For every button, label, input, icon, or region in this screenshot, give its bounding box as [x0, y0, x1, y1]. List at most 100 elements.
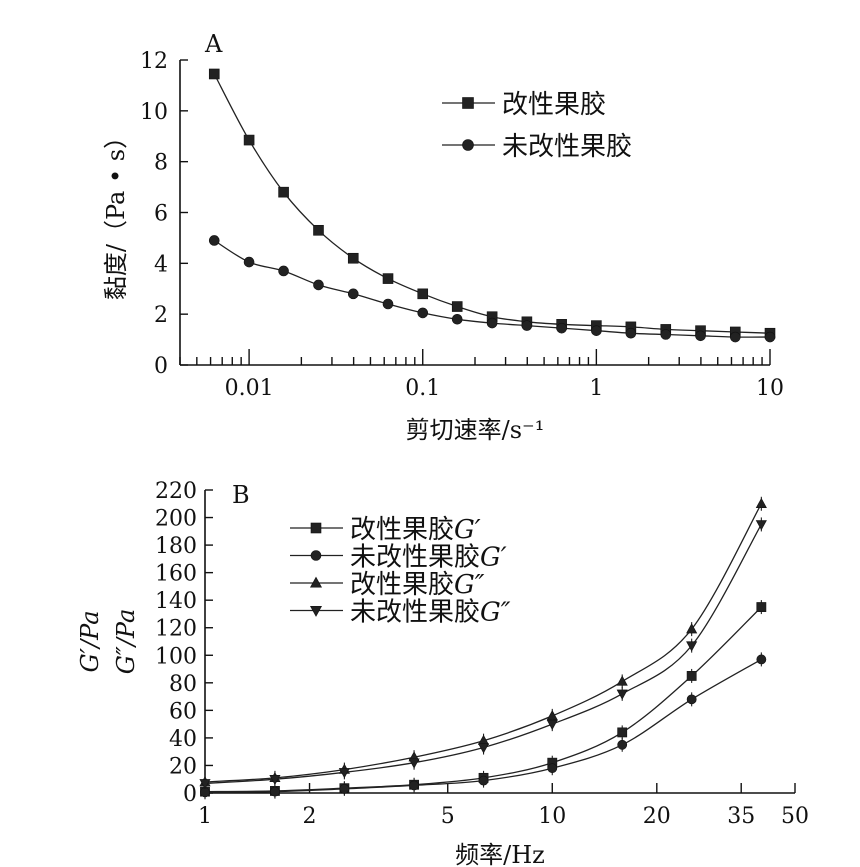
y-tick-label-b: 100	[155, 644, 197, 669]
panel-label-b: B	[232, 481, 250, 509]
x-tick-label-b: 2	[303, 804, 317, 829]
data-point-a-1	[591, 325, 602, 336]
y-tick-label-a: 12	[140, 49, 168, 74]
legend-prime-b: G″	[480, 598, 511, 628]
legend-prime-b: G″	[454, 570, 485, 600]
x-tick-label-b: 1	[198, 804, 212, 829]
data-point-b-3	[546, 719, 558, 731]
data-point-a-0	[313, 224, 324, 236]
x-tick-label-a: 10	[756, 376, 784, 401]
series-line-a-0	[213, 73, 771, 334]
y-tick-label-a: 0	[154, 354, 168, 379]
data-point-b-1	[686, 694, 697, 705]
data-point-a-1	[451, 313, 463, 325]
legend-marker-b	[309, 576, 323, 588]
y-tick-label-b: 120	[155, 617, 197, 642]
x-tick-label-a: 1	[589, 376, 603, 401]
y-axis-title-b-2: G″/Pa	[112, 609, 140, 675]
legend-marker-b	[309, 605, 323, 617]
y-tick-label-b: 80	[169, 672, 197, 697]
legend-marker-b	[310, 522, 322, 534]
data-point-a-0	[208, 68, 220, 80]
y-axis-title-a: 黏度/（Pa • s）	[102, 125, 130, 300]
data-point-a-1	[764, 331, 776, 343]
data-point-b-1	[756, 654, 767, 665]
x-tick-label-a: 0.1	[405, 376, 440, 401]
series-line-b-3	[204, 524, 762, 785]
data-point-a-1	[347, 288, 359, 300]
legend-label-b: 未改性果胶G″	[350, 598, 511, 628]
legend-marker-a	[462, 97, 474, 109]
x-tick-label-b: 10	[538, 804, 566, 829]
x-tick-label-b: 50	[781, 804, 809, 829]
data-point-b-0	[756, 602, 767, 612]
data-point-b-1	[409, 780, 419, 791]
data-point-a-1	[278, 265, 289, 277]
y-tick-label-b: 40	[169, 727, 197, 752]
legend-marker-b	[310, 550, 322, 561]
legend-label-a: 未改性果胶	[502, 132, 632, 162]
chart-a: 0 2 4 6 8 10 12 0.01 0.1 1 10 A 剪切速率/s⁻¹ 黏度/（Pa • s） 改…	[102, 30, 784, 444]
data-point-b-3	[338, 768, 350, 779]
legend-name-b: 未改性果胶	[350, 543, 480, 573]
data-point-a-0	[417, 288, 429, 300]
legend-b: 改性果胶G′未改性果胶G′改性果胶G″未改性果胶G″	[290, 515, 511, 628]
data-point-b-2	[686, 623, 698, 634]
data-point-a-1	[486, 317, 498, 329]
y-tick-label-b: 200	[155, 507, 197, 532]
data-point-b-3	[477, 743, 490, 754]
y-tick-label-a: 6	[154, 202, 168, 227]
data-point-a-1	[243, 256, 255, 268]
legend-label-a: 改性果胶	[502, 90, 606, 120]
data-point-b-3	[755, 520, 767, 531]
series-b-3	[199, 517, 767, 791]
y-tick-label-a: 10	[140, 100, 168, 125]
series-line-b-0	[204, 606, 762, 793]
data-point-a-1	[695, 330, 706, 342]
x-tick-label-b: 35	[727, 804, 755, 829]
data-point-a-1	[382, 298, 394, 310]
series-b-0	[200, 600, 767, 799]
data-point-b-1	[270, 786, 280, 797]
legend-name-b: 未改性果胶	[350, 598, 480, 628]
legend-name-b: 改性果胶	[350, 515, 454, 545]
data-point-b-3	[616, 689, 628, 700]
data-point-a-1	[660, 329, 672, 340]
data-point-a-1	[313, 279, 324, 291]
data-point-a-0	[347, 252, 359, 264]
data-point-a-1	[521, 320, 533, 331]
y-tick-label-a: 4	[154, 252, 168, 277]
legend-marker-a	[462, 139, 474, 151]
x-axis-title-b: 频率/Hz	[455, 841, 545, 867]
legend-label-b: 未改性果胶G′	[350, 543, 507, 573]
legend-name-b: 改性果胶	[350, 570, 454, 600]
y-tick-label-b: 160	[155, 562, 197, 587]
data-point-a-0	[451, 301, 463, 312]
y-tick-label-b: 140	[155, 589, 197, 614]
data-point-a-1	[556, 322, 567, 334]
data-point-b-1	[547, 763, 558, 774]
series-b-1	[200, 652, 767, 800]
data-point-a-1	[729, 331, 741, 343]
y-tick-label-a: 2	[154, 303, 168, 328]
y-tick-label-a: 8	[154, 151, 168, 176]
data-point-a-1	[625, 327, 637, 339]
data-point-a-1	[417, 307, 429, 319]
data-point-a-0	[382, 273, 394, 284]
data-point-b-0	[617, 727, 628, 738]
legend-label-b: 改性果胶G″	[350, 570, 485, 600]
x-tick-label-b: 20	[643, 804, 671, 829]
y-tick-label-b: 20	[169, 754, 197, 779]
data-point-b-2	[755, 497, 767, 508]
data-point-b-0	[686, 671, 697, 681]
x-axis-title-a: 剪切速率/s⁻¹	[406, 416, 545, 444]
legend-prime-b: G′	[480, 543, 507, 573]
data-point-b-3	[408, 758, 420, 769]
data-point-a-0	[243, 134, 255, 146]
panel-label-a: A	[204, 30, 223, 58]
data-point-b-1	[478, 775, 489, 786]
legend-prime-b: G′	[454, 515, 481, 545]
x-tick-label-b: 5	[441, 804, 455, 829]
